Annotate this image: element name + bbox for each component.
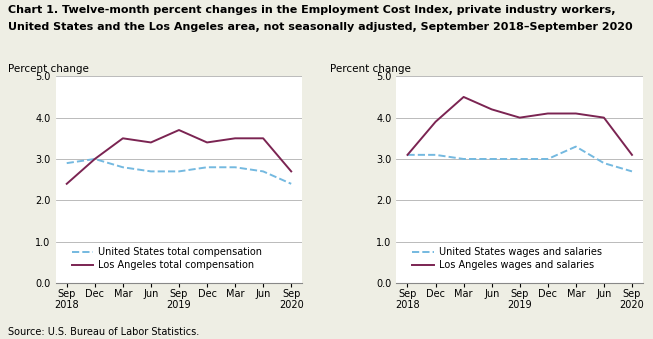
Text: Chart 1. Twelve-month percent changes in the Employment Cost Index, private indu: Chart 1. Twelve-month percent changes in… (8, 5, 615, 15)
Text: Source: U.S. Bureau of Labor Statistics.: Source: U.S. Bureau of Labor Statistics. (8, 327, 199, 337)
Legend: United States wages and salaries, Los Angeles wages and salaries: United States wages and salaries, Los An… (409, 243, 605, 274)
Text: Percent change: Percent change (330, 64, 411, 74)
Text: Percent change: Percent change (8, 64, 89, 74)
Text: United States and the Los Angeles area, not seasonally adjusted, September 2018–: United States and the Los Angeles area, … (8, 22, 633, 32)
Legend: United States total compensation, Los Angeles total compensation: United States total compensation, Los An… (68, 243, 266, 274)
